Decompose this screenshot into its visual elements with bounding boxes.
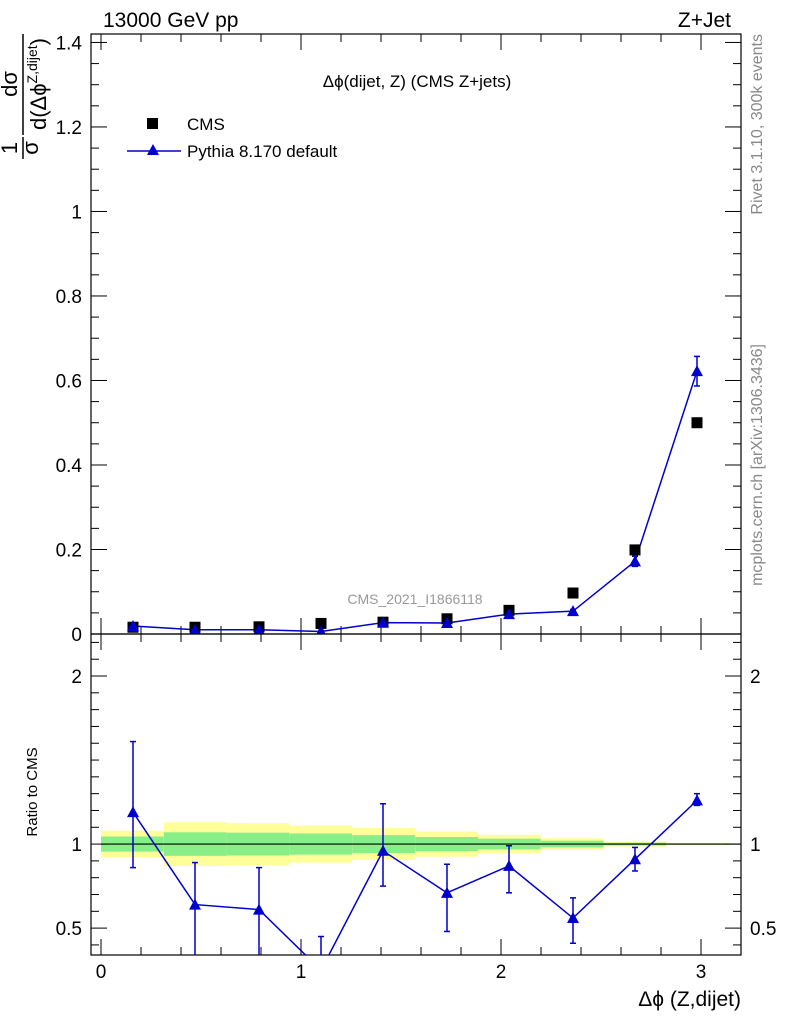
ratio-y-tick-label-right: 1: [750, 835, 761, 856]
pythia-data-point: [567, 605, 579, 617]
main-plot-area: [127, 355, 703, 634]
ratio-data-point: [315, 964, 327, 975]
ratio-y-tick-label: 2: [71, 667, 82, 688]
ratio-axes: 0 1 2 3 0.5 0.5 1 1 2 2: [56, 634, 776, 983]
cms-data-point: [567, 587, 579, 599]
ratio-data-point: [377, 844, 389, 856]
legend-cms-label: CMS: [187, 115, 225, 134]
pythia-data-point: [691, 365, 703, 377]
ratio-plot-frame: [90, 633, 742, 956]
cms-data-point: [691, 417, 703, 429]
x-axis-label: Δϕ (Z,dijet): [638, 988, 741, 1011]
main-y-tick-label: 1: [71, 202, 82, 223]
analysis-watermark: CMS_2021_I1866118: [347, 591, 482, 607]
main-y-tick-label: 1.4: [56, 33, 83, 54]
legend: CMS Pythia 8.170 default: [127, 115, 338, 161]
pythia-data-point: [127, 619, 139, 631]
main-y-tick-label: 0.8: [56, 287, 82, 308]
main-axes: 0 0.2 0.4 0.6 0.8 1 1.2 1.4: [56, 33, 742, 646]
header-energy-label: 13000 GeV pp: [103, 9, 238, 32]
main-y-tick-label: 1.2: [56, 118, 82, 139]
ratio-data-point: [629, 853, 641, 865]
ratio-y-tick-label-right: 0.5: [750, 919, 776, 940]
ratio-y-axis-label: Ratio to CMS: [24, 747, 41, 836]
legend-pythia-label: Pythia 8.170 default: [187, 142, 338, 161]
header-process-label: Z+Jet: [678, 9, 731, 32]
x-tick-label: 3: [696, 962, 707, 983]
main-y-tick-label: 0.4: [56, 456, 83, 477]
pythia-data-point: [189, 623, 201, 634]
ratio-data-point: [189, 898, 201, 910]
ratio-y-tick-label: 1: [71, 835, 82, 856]
x-tick-label: 2: [496, 962, 507, 983]
x-tick-label: 0: [96, 962, 107, 983]
legend-cms-marker: [147, 118, 158, 129]
pythia-data-point: [316, 625, 326, 634]
ratio-y-tick-label-right: 2: [750, 667, 761, 688]
ratio-data-point: [441, 886, 453, 898]
ratio-pythia-line: [132, 799, 698, 955]
main-y-tick-label: 0.6: [56, 371, 82, 392]
pythia-data-point: [503, 608, 515, 620]
ratio-data-point: [567, 912, 579, 924]
cms-data-point: [315, 617, 327, 629]
pythia-data-point: [253, 623, 265, 634]
ratio-y-tick-label: 0.5: [56, 919, 82, 940]
ylabel-denominator: d(ΔϕZ,dijet): [24, 38, 51, 130]
pythia-line: [132, 370, 698, 633]
ratio-plot-area: [101, 740, 741, 975]
x-tick-label: 1: [296, 962, 307, 983]
ylabel-dsigma: dσ: [0, 71, 22, 97]
main-y-tick-label: 0.2: [56, 540, 82, 561]
ratio-data-point: [127, 806, 139, 818]
main-y-axis-label: 1 σ dσ d(ΔϕZ,dijet): [0, 34, 51, 159]
ylabel-sigma: σ: [18, 141, 43, 155]
pythia-data-point: [441, 617, 453, 629]
rivet-version-label: Rivet 3.1.10, 300k events: [749, 34, 766, 215]
ratio-data-point: [503, 859, 515, 871]
mcplots-label: mcplots.cern.ch [arXiv:1306.3436]: [749, 344, 766, 586]
pythia-data-point: [377, 616, 389, 628]
ratio-data-point: [691, 794, 703, 806]
ylabel-one: 1: [0, 142, 22, 154]
cms-data-point: [629, 544, 641, 556]
pythia-data-point: [629, 555, 641, 567]
legend-pythia-marker: [147, 144, 159, 155]
main-y-tick-label: 0: [71, 625, 82, 646]
main-plot-title: Δϕ(dijet, Z) (CMS Z+jets): [323, 72, 512, 91]
ratio-data-point: [253, 903, 265, 915]
